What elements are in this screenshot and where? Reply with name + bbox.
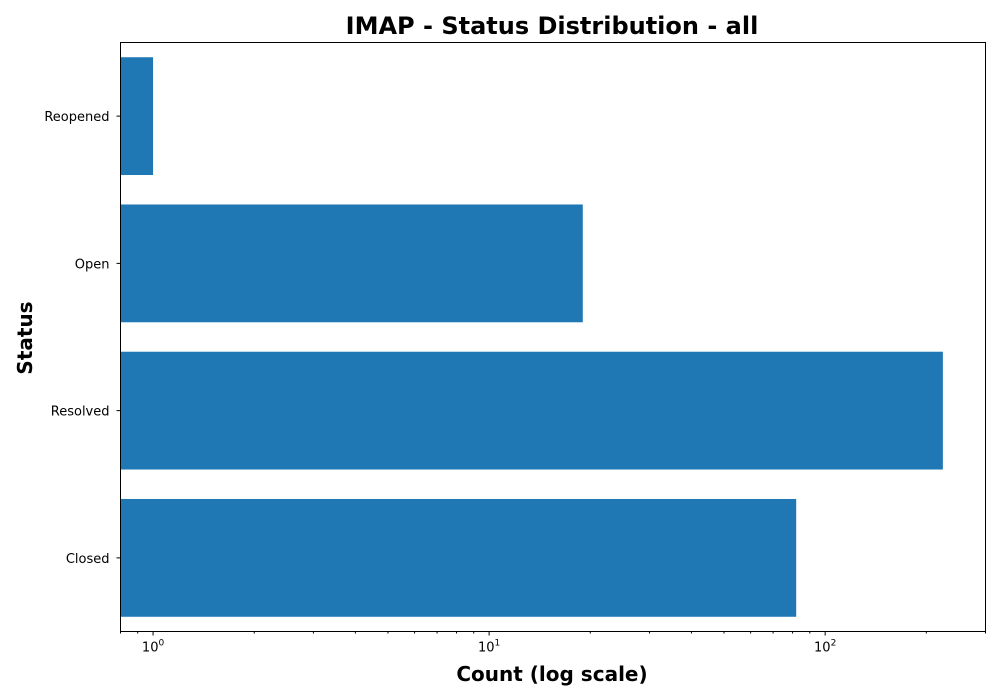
chart-title: IMAP - Status Distribution - all [346,12,759,40]
y-tick-label: Open [75,257,110,272]
y-tick-label: Reopened [44,110,109,125]
bar-resolved [120,351,943,470]
x-tick-label: 102 [814,639,836,656]
x-axis-label: Count (log scale) [456,662,647,686]
x-tick-label: 100 [142,639,165,656]
bar-open [120,204,583,323]
y-axis-label: Status [13,301,37,374]
plot-frame [120,42,986,632]
bar-reopened [120,57,154,176]
y-tick-label: Closed [66,552,110,567]
y-tick-label: Resolved [51,405,110,420]
x-tick-label: 101 [478,639,500,656]
bars-layer [120,57,943,617]
bar-closed [120,498,797,617]
